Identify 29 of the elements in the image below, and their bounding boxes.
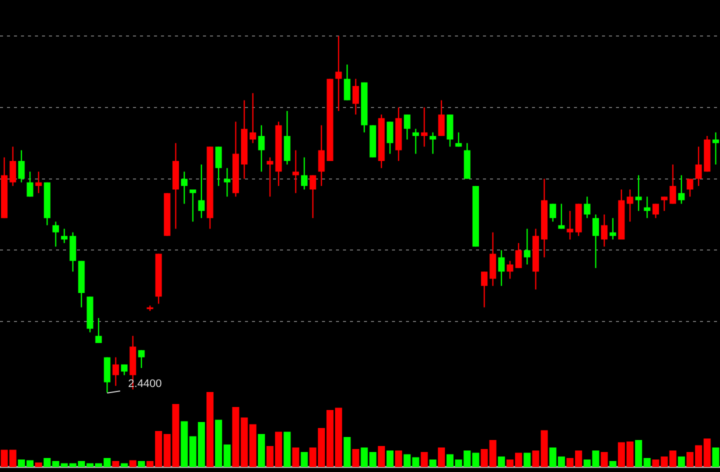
bar: [540, 430, 548, 467]
bar: [438, 448, 445, 467]
bar: [420, 452, 428, 467]
bar: [120, 463, 128, 467]
bar: [35, 462, 42, 467]
bar: [344, 437, 351, 467]
candlestick: [472, 186, 479, 247]
bar: [138, 461, 145, 467]
bar: [609, 461, 616, 467]
bar: [112, 461, 120, 467]
bar: [232, 407, 240, 467]
bar: [284, 432, 291, 467]
bar: [206, 392, 214, 467]
bar: [498, 456, 505, 467]
bar: [386, 450, 394, 467]
bar: [129, 460, 136, 467]
bar: [712, 448, 720, 467]
bar: [395, 450, 402, 467]
bar: [300, 452, 308, 467]
bar: [429, 460, 436, 467]
bar: [378, 446, 385, 467]
bar: [258, 434, 265, 467]
bar: [652, 460, 660, 467]
bar: [292, 448, 300, 467]
bar: [600, 452, 608, 467]
bar: [352, 449, 360, 467]
bar: [524, 452, 531, 467]
bar: [532, 450, 540, 467]
bar: [678, 456, 685, 467]
